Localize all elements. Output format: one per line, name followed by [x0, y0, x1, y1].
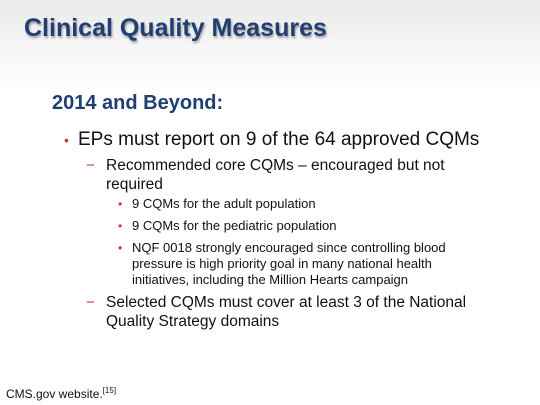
bullet-nqf: • NQF 0018 strongly encouraged since con… — [118, 240, 478, 288]
bullet-core-cqms-text: Recommended core CQMs – encouraged but n… — [106, 157, 445, 193]
bullet-marker: • — [118, 241, 123, 255]
citation: CMS.gov website.[15] — [6, 386, 117, 402]
bullet-adult-text: 9 CQMs for the adult population — [132, 196, 316, 211]
bullet-marker: • — [118, 197, 123, 211]
bullet-domains-text: Selected CQMs must cover at least 3 of t… — [106, 294, 467, 330]
dash-marker: − — [86, 157, 95, 174]
bullet-domains: − Selected CQMs must cover at least 3 of… — [86, 293, 486, 331]
bullet-marker: • — [64, 132, 69, 148]
bullet-core-cqms: − Recommended core CQMs – encouraged but… — [86, 156, 466, 194]
section-heading: 2014 and Beyond: — [52, 92, 224, 114]
bullet-marker: • — [118, 219, 123, 233]
bullet-pediatric: • 9 CQMs for the pediatric population — [118, 218, 498, 235]
citation-text: CMS.gov website. — [6, 387, 103, 401]
bullet-main-text: EPs must report on 9 of the 64 approved … — [78, 129, 480, 150]
bullet-adult: • 9 CQMs for the adult population — [118, 196, 498, 213]
bullet-nqf-text: NQF 0018 strongly encouraged since contr… — [132, 240, 446, 287]
bullet-main: • EPs must report on 9 of the 64 approve… — [64, 128, 524, 152]
slide-title: Clinical Quality Measures — [24, 14, 327, 42]
bullet-pediatric-text: 9 CQMs for the pediatric population — [132, 218, 337, 233]
dash-marker: − — [86, 294, 95, 311]
citation-reference: [15] — [102, 386, 117, 395]
